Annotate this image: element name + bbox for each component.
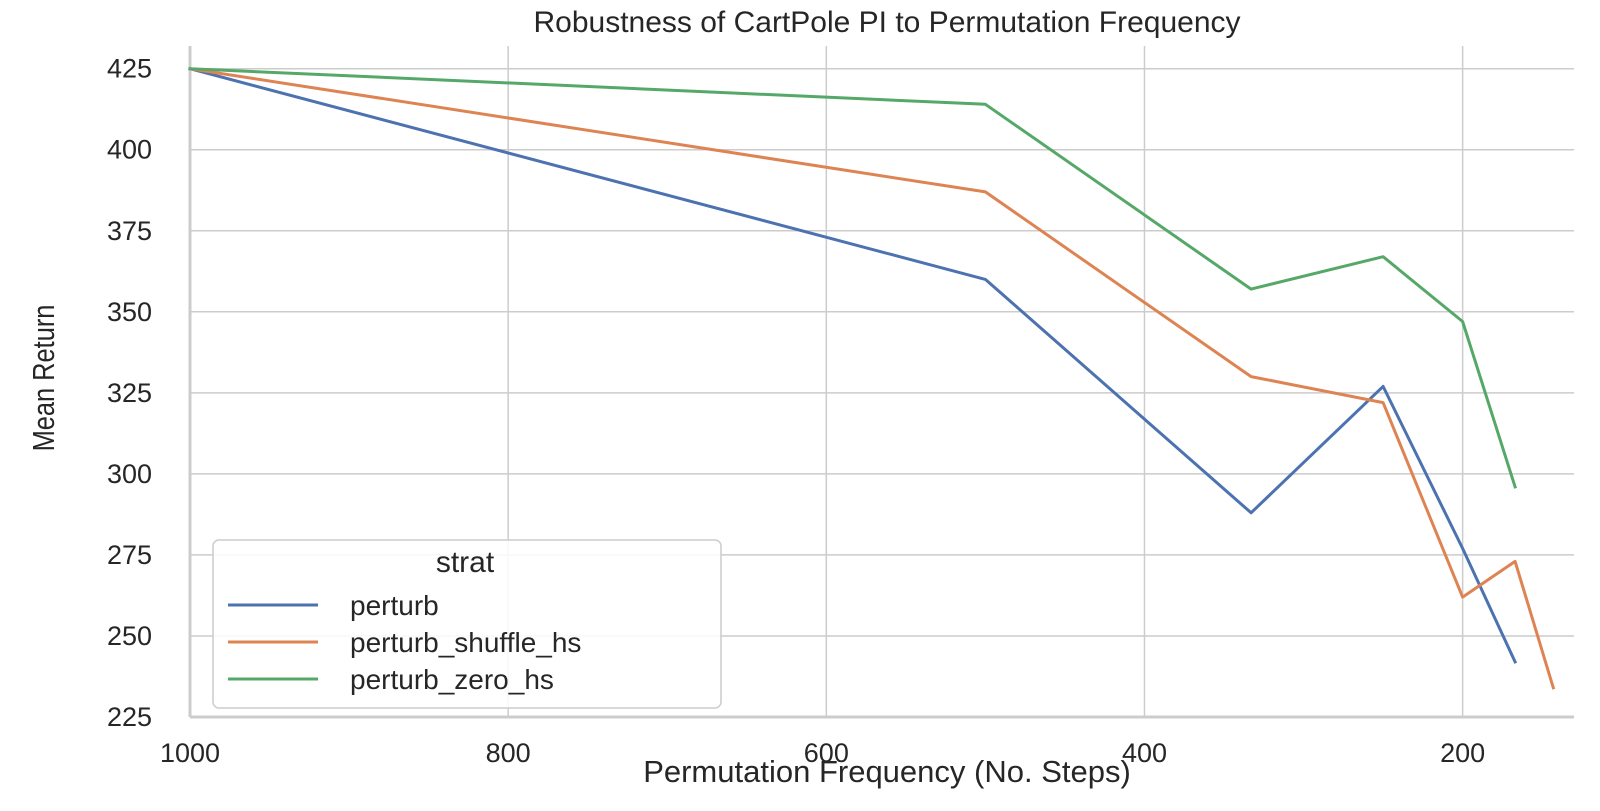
y-axis-label: Mean Return bbox=[27, 305, 62, 452]
y-tick-label: 425 bbox=[107, 54, 152, 84]
x-tick-label: 1000 bbox=[160, 738, 220, 768]
x-axis-label: Permutation Frequency (No. Steps) bbox=[643, 754, 1131, 789]
legend: strat perturb perturb_shuffle_hs perturb_z… bbox=[212, 539, 722, 709]
y-tick-label: 375 bbox=[107, 216, 152, 246]
legend-label: perturb_zero_hs bbox=[350, 664, 554, 695]
y-tick-label: 275 bbox=[107, 540, 152, 570]
axes bbox=[188, 46, 1574, 719]
legend-label: perturb_shuffle_hs bbox=[350, 627, 581, 658]
tick-labels: 1000 800 600 400 200 225 250 275 300 325 350 375 400… bbox=[107, 54, 1485, 768]
y-tick-label: 250 bbox=[107, 621, 152, 651]
x-tick-label: 800 bbox=[486, 738, 531, 768]
legend-label: perturb bbox=[350, 590, 439, 621]
x-tick-label: 200 bbox=[1440, 738, 1485, 768]
y-tick-label: 300 bbox=[107, 459, 152, 489]
legend-frame bbox=[212, 539, 722, 709]
y-tick-label: 400 bbox=[107, 135, 152, 165]
legend-title: strat bbox=[436, 546, 495, 579]
series-line-perturb bbox=[188, 66, 1518, 664]
y-tick-label: 350 bbox=[107, 297, 152, 327]
legend-items: perturb perturb_shuffle_hs perturb_zero_hs bbox=[228, 590, 581, 695]
y-tick-label: 325 bbox=[107, 378, 152, 408]
chart-title: Robustness of CartPole PI to Permutation… bbox=[533, 6, 1240, 39]
series-lines bbox=[188, 66, 1556, 690]
y-tick-label: 225 bbox=[107, 702, 152, 732]
x-tick-label: 400 bbox=[1122, 738, 1167, 768]
series-line-perturb-zero-hs bbox=[188, 67, 1517, 489]
x-tick-label: 600 bbox=[804, 738, 849, 768]
series-line-perturb-shuffle-hs bbox=[188, 66, 1556, 690]
